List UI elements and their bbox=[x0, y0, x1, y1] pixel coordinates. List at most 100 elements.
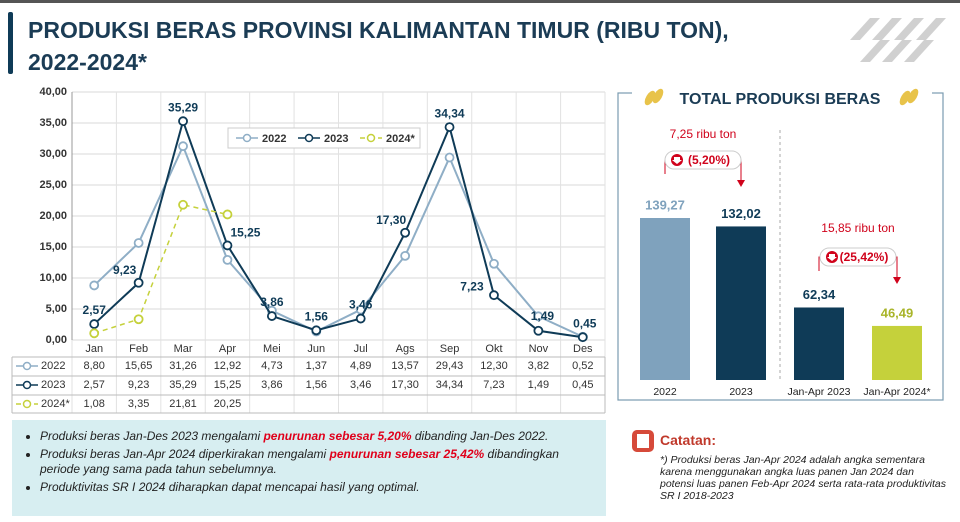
annotation-text: 15,85 ribu ton bbox=[821, 221, 894, 235]
legend-label: 2024* bbox=[386, 133, 415, 145]
y-tick-label: 40,00 bbox=[39, 86, 67, 98]
table-cell: 35,29 bbox=[169, 379, 197, 391]
annotation-text: 7,25 ribu ton bbox=[670, 127, 737, 141]
note-line: karena menggunakan angka luas panen Jan … bbox=[660, 466, 914, 478]
table-cell: 3,46 bbox=[350, 379, 371, 391]
bar-value-label: 46,49 bbox=[881, 305, 914, 320]
table-row-label: 2024* bbox=[41, 398, 70, 410]
page-title: PRODUKSI BERAS PROVINSI KALIMANTAN TIMUR… bbox=[28, 17, 729, 43]
data-label: 17,30 bbox=[376, 213, 406, 227]
bullet-text: Produksi beras Jan-Apr 2024 diperkirakan… bbox=[40, 447, 330, 461]
point bbox=[133, 277, 144, 288]
point bbox=[222, 254, 233, 265]
table-cell: 12,30 bbox=[480, 360, 508, 372]
legend: 2022 2023 2024* bbox=[227, 127, 421, 149]
bullet: Produksi beras Jan-Des 2023 mengalami pe… bbox=[40, 429, 598, 444]
data-label: 9,23 bbox=[113, 263, 137, 277]
y-tick-label: 5,00 bbox=[46, 303, 67, 315]
point bbox=[489, 290, 499, 301]
annotation-arrowhead bbox=[737, 180, 745, 187]
bullet-highlight: penurunan sebesar 25,42% bbox=[329, 447, 485, 461]
table-row-label: 2023 bbox=[41, 379, 65, 391]
rice-icon bbox=[644, 88, 664, 106]
point bbox=[311, 325, 322, 336]
logo bbox=[850, 18, 946, 62]
point bbox=[133, 314, 144, 325]
bullet-text: Produktivitas SR I 2024 diharapkan dapat… bbox=[40, 480, 420, 494]
bullet: Produksi beras Jan-Apr 2024 diperkirakan… bbox=[40, 447, 598, 477]
annotation-change: (25,42%) bbox=[840, 250, 889, 264]
y-tick-label: 25,00 bbox=[39, 179, 67, 191]
y-tick-label: 0,00 bbox=[46, 334, 67, 346]
bar-category-label: 2023 bbox=[729, 386, 753, 398]
table-cell: 4,89 bbox=[350, 360, 371, 372]
point bbox=[489, 258, 499, 269]
point bbox=[577, 332, 588, 343]
bar bbox=[716, 226, 766, 380]
annotation-arrowhead bbox=[893, 277, 901, 284]
note-title: Catatan: bbox=[660, 432, 717, 448]
table-cell: 21,81 bbox=[169, 398, 197, 410]
point bbox=[178, 141, 188, 152]
x-tick-label: Sep bbox=[440, 343, 460, 355]
annotation-change: (5,20%) bbox=[688, 153, 730, 167]
table-cell: 31,26 bbox=[169, 360, 197, 372]
point bbox=[355, 313, 366, 324]
legend-marker bbox=[242, 133, 252, 143]
top-strip bbox=[0, 0, 960, 3]
table-cell: 29,43 bbox=[436, 360, 464, 372]
x-tick-label: Nov bbox=[529, 343, 549, 355]
table-cell: 7,23 bbox=[483, 379, 504, 391]
y-tick-label: 10,00 bbox=[39, 272, 67, 284]
bullet-text: dibanding Jan-Des 2022. bbox=[411, 429, 549, 443]
table-cell: 3,35 bbox=[128, 398, 149, 410]
point bbox=[400, 227, 411, 238]
point bbox=[222, 209, 233, 220]
x-tick-label: Jun bbox=[307, 343, 325, 355]
bullet-list: Produksi beras Jan-Des 2023 mengalami pe… bbox=[20, 429, 598, 495]
point bbox=[444, 122, 455, 132]
table-cell: 34,34 bbox=[436, 379, 464, 391]
bar-category-label: Jan-Apr 2024* bbox=[863, 386, 930, 398]
bullet-text: dibandingkan periode yang sama pada tahu… bbox=[40, 447, 559, 476]
bar-value-label: 139,27 bbox=[645, 197, 685, 212]
data-label: 7,23 bbox=[460, 279, 484, 293]
series-line bbox=[93, 143, 584, 338]
point bbox=[266, 311, 277, 321]
data-label: 34,34 bbox=[435, 106, 465, 120]
data-label: 1,49 bbox=[531, 309, 555, 323]
table-cell: 1,49 bbox=[528, 379, 549, 391]
summary-box: Produksi beras Jan-Des 2023 mengalami pe… bbox=[12, 420, 606, 516]
bar bbox=[640, 218, 690, 380]
table-cell: 0,52 bbox=[572, 360, 593, 372]
point bbox=[222, 240, 233, 251]
table-cell: 3,82 bbox=[528, 360, 549, 372]
table-cell: 8,80 bbox=[83, 360, 104, 372]
bar-category-label: 2022 bbox=[653, 386, 677, 398]
table-legend-marker bbox=[22, 399, 32, 409]
legend-marker bbox=[366, 133, 376, 143]
title-bar bbox=[8, 12, 13, 74]
bar-value-label: 62,34 bbox=[803, 287, 836, 302]
bar-title: TOTAL PRODUKSI BERAS bbox=[680, 91, 881, 108]
series-line bbox=[93, 203, 228, 335]
y-tick-label: 30,00 bbox=[39, 148, 67, 160]
note-icon bbox=[637, 434, 649, 448]
legend-box bbox=[227, 127, 421, 149]
point bbox=[133, 238, 144, 248]
note-line: *) Produksi beras Jan-Apr 2024 adalah an… bbox=[660, 454, 925, 466]
x-tick-label: Mar bbox=[174, 343, 193, 355]
data-label: 0,45 bbox=[573, 316, 597, 330]
point bbox=[400, 250, 411, 261]
x-tick-label: Apr bbox=[219, 343, 236, 355]
data-label: 3,86 bbox=[260, 295, 284, 309]
down-arrow bbox=[672, 157, 682, 164]
table-legend-marker bbox=[22, 361, 32, 371]
page-title: 2022-2024* bbox=[28, 49, 147, 75]
table-cell: 17,30 bbox=[391, 379, 419, 391]
point bbox=[178, 116, 188, 127]
bar-category-label: Jan-Apr 2023 bbox=[787, 386, 850, 398]
table-cell: 15,25 bbox=[214, 379, 242, 391]
